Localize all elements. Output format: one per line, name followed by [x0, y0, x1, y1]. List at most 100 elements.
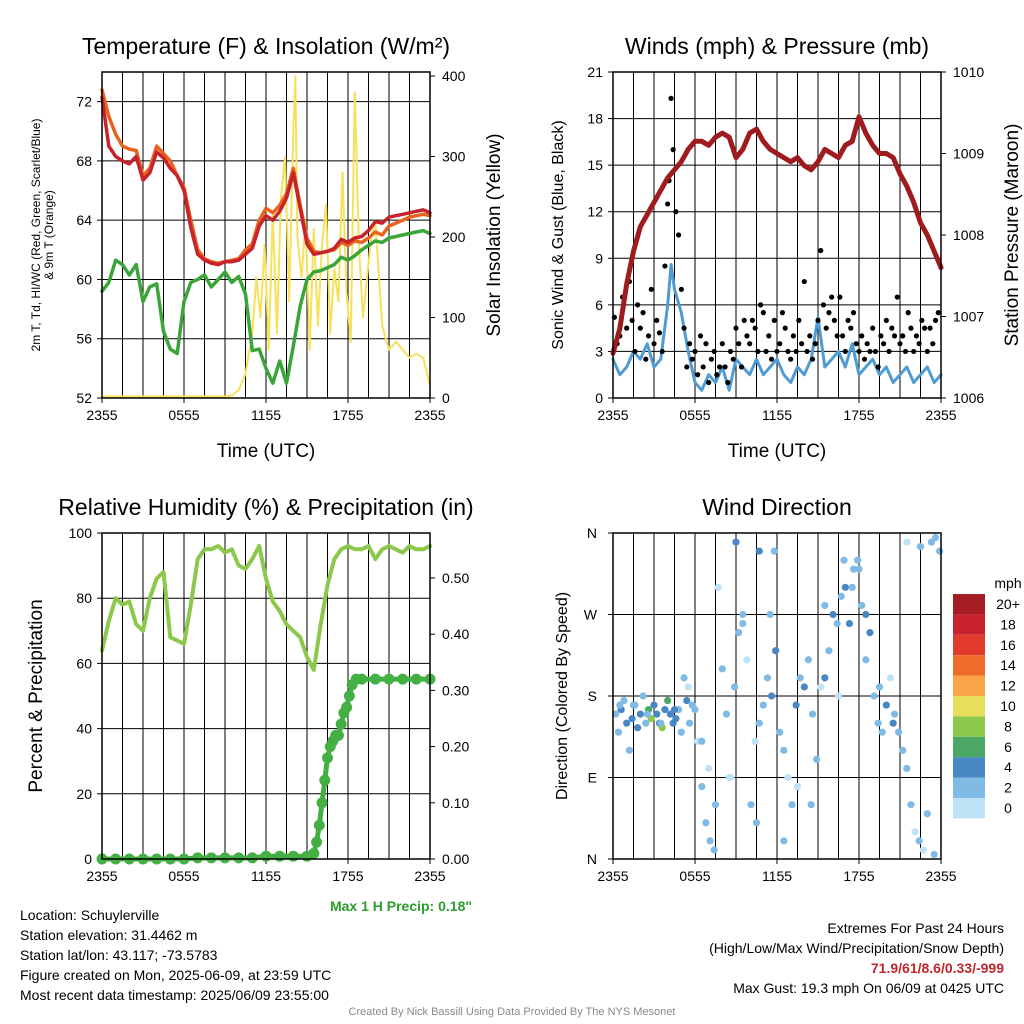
gust-point — [665, 201, 671, 207]
wind-direction-point — [755, 719, 763, 727]
wind-direction-point — [685, 719, 694, 727]
wind-direction-point — [747, 801, 755, 809]
gust-point — [717, 364, 723, 370]
station-elevation: Station elevation: 31.4462 m — [20, 927, 198, 943]
precip-point — [260, 850, 272, 862]
legend-swatch — [953, 614, 985, 635]
wind-direction-point — [642, 719, 650, 727]
wind-direction-point — [870, 692, 878, 700]
winds-ytick2-label: 1010 — [953, 64, 984, 80]
gust-point — [686, 341, 693, 347]
wind-direction-point — [796, 674, 804, 682]
gust-point — [924, 348, 930, 355]
wind-direction-point — [731, 683, 739, 691]
gust-point — [932, 317, 939, 323]
temp-ytick-label: 56 — [76, 331, 92, 347]
winds-title: Winds (mph) & Pressure (mb) — [625, 33, 929, 59]
wdir-ylabel: Direction (Colored By Speed) — [554, 592, 571, 800]
wind-direction-point — [683, 696, 691, 705]
wind-direction-point — [636, 710, 644, 718]
wind-direction-point — [634, 724, 642, 732]
rh-ytick2-label: 0.50 — [442, 570, 469, 586]
wind-direction-point — [817, 683, 825, 691]
gust-point — [788, 356, 794, 362]
gust-point — [886, 348, 892, 355]
wind-direction-point — [882, 701, 890, 709]
wind-direction-point — [711, 801, 720, 809]
gust-point — [842, 348, 848, 355]
gust-point — [867, 348, 873, 355]
temp-panel: Temperature (F) & Insolation (W/m²)2355 0… — [29, 33, 505, 462]
gust-point — [815, 317, 821, 323]
temp-xtick-label: 2355 — [86, 407, 117, 423]
wind-direction-point — [767, 692, 776, 700]
legend-swatch — [953, 777, 985, 798]
wind-direction-point — [834, 692, 843, 700]
gust-point — [736, 341, 742, 347]
gust-point — [656, 330, 663, 336]
wdir-plot-border — [612, 532, 942, 860]
temp-xtick-label: 2355 — [414, 407, 445, 423]
temp-ytick-label: 52 — [76, 390, 92, 406]
wind-direction-point — [829, 610, 837, 619]
wind-direction-point — [670, 705, 679, 714]
sonic-wind-line — [611, 263, 943, 392]
wind-direction-point — [752, 819, 761, 827]
gust-point — [897, 341, 903, 347]
precip-point — [356, 673, 368, 685]
wind-direction-point — [766, 610, 774, 619]
wind-direction-point — [792, 701, 800, 709]
winds-panel: Winds (mph) & Pressure (mb) 2355 0555 1155 1… — [550, 33, 1023, 462]
wind-direction-point — [739, 610, 747, 619]
precip-point — [313, 819, 325, 831]
wind-direction-point — [821, 674, 829, 682]
wind-direction-point — [931, 533, 940, 542]
gust-point — [916, 341, 922, 347]
gust-point — [738, 364, 745, 370]
wind-direction-point — [698, 737, 706, 745]
gust-point — [779, 310, 786, 316]
temp-ylabel-line1: 2m T, Td, HI/WC (Red, Green, Scarlet/Blu… — [29, 119, 43, 352]
winds-ytick-label: 3 — [595, 343, 603, 359]
legend-title: mph — [994, 575, 1021, 591]
precip-point — [287, 850, 299, 862]
gust-point — [782, 325, 788, 331]
gust-point — [681, 325, 687, 331]
legend-swatch — [953, 716, 985, 737]
gust-point — [760, 310, 766, 316]
rh-ytick-label: 0 — [84, 851, 92, 867]
gust-point — [659, 348, 665, 355]
wind-direction-point — [684, 683, 692, 691]
gust-point — [878, 333, 884, 339]
rh-xtick-label: 1155 — [251, 868, 281, 884]
gust-point — [911, 348, 917, 355]
gust-point — [902, 348, 909, 355]
gust-point — [905, 310, 911, 316]
wind-direction-point — [691, 705, 699, 714]
extremes-title: Extremes For Past 24 Hours — [827, 920, 1004, 936]
temp-ylabel2: Solar Insolation (Yellow) — [484, 133, 505, 336]
solar-insolation-line — [101, 75, 431, 398]
gust-point — [624, 325, 630, 331]
gust-point — [870, 325, 876, 331]
gust-point — [722, 364, 728, 370]
wind-direction-point — [625, 746, 634, 754]
legend-swatch — [953, 798, 985, 819]
wind-direction-point — [661, 705, 669, 714]
wind-direction-point — [639, 692, 647, 700]
temp-ylabel: 2m T, Td, HI/WC (Red, Green, Scarlet/Blu… — [29, 119, 56, 352]
legend-label: 12 — [1000, 678, 1016, 694]
wind-direction-point — [889, 719, 897, 727]
gust-point — [645, 333, 652, 339]
gust-point — [643, 356, 649, 362]
gust-point — [752, 325, 758, 331]
gust-point — [711, 348, 717, 355]
winds-ytick-label: 15 — [587, 157, 603, 173]
extremes-info: Extremes For Past 24 Hours (High/Low/Max… — [709, 918, 1004, 998]
wind-direction-point — [875, 683, 884, 691]
gust-point — [889, 325, 895, 331]
wind-direction-point — [919, 846, 927, 854]
winds-ytick2-label: 1009 — [953, 146, 984, 162]
gust-point — [823, 325, 829, 331]
wind-direction-point — [770, 547, 778, 555]
